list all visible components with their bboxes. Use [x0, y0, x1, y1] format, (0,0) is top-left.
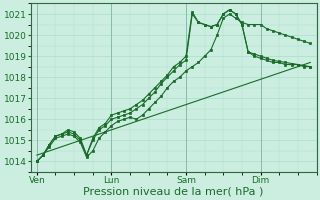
X-axis label: Pression niveau de la mer( hPa ): Pression niveau de la mer( hPa ) — [84, 187, 264, 197]
